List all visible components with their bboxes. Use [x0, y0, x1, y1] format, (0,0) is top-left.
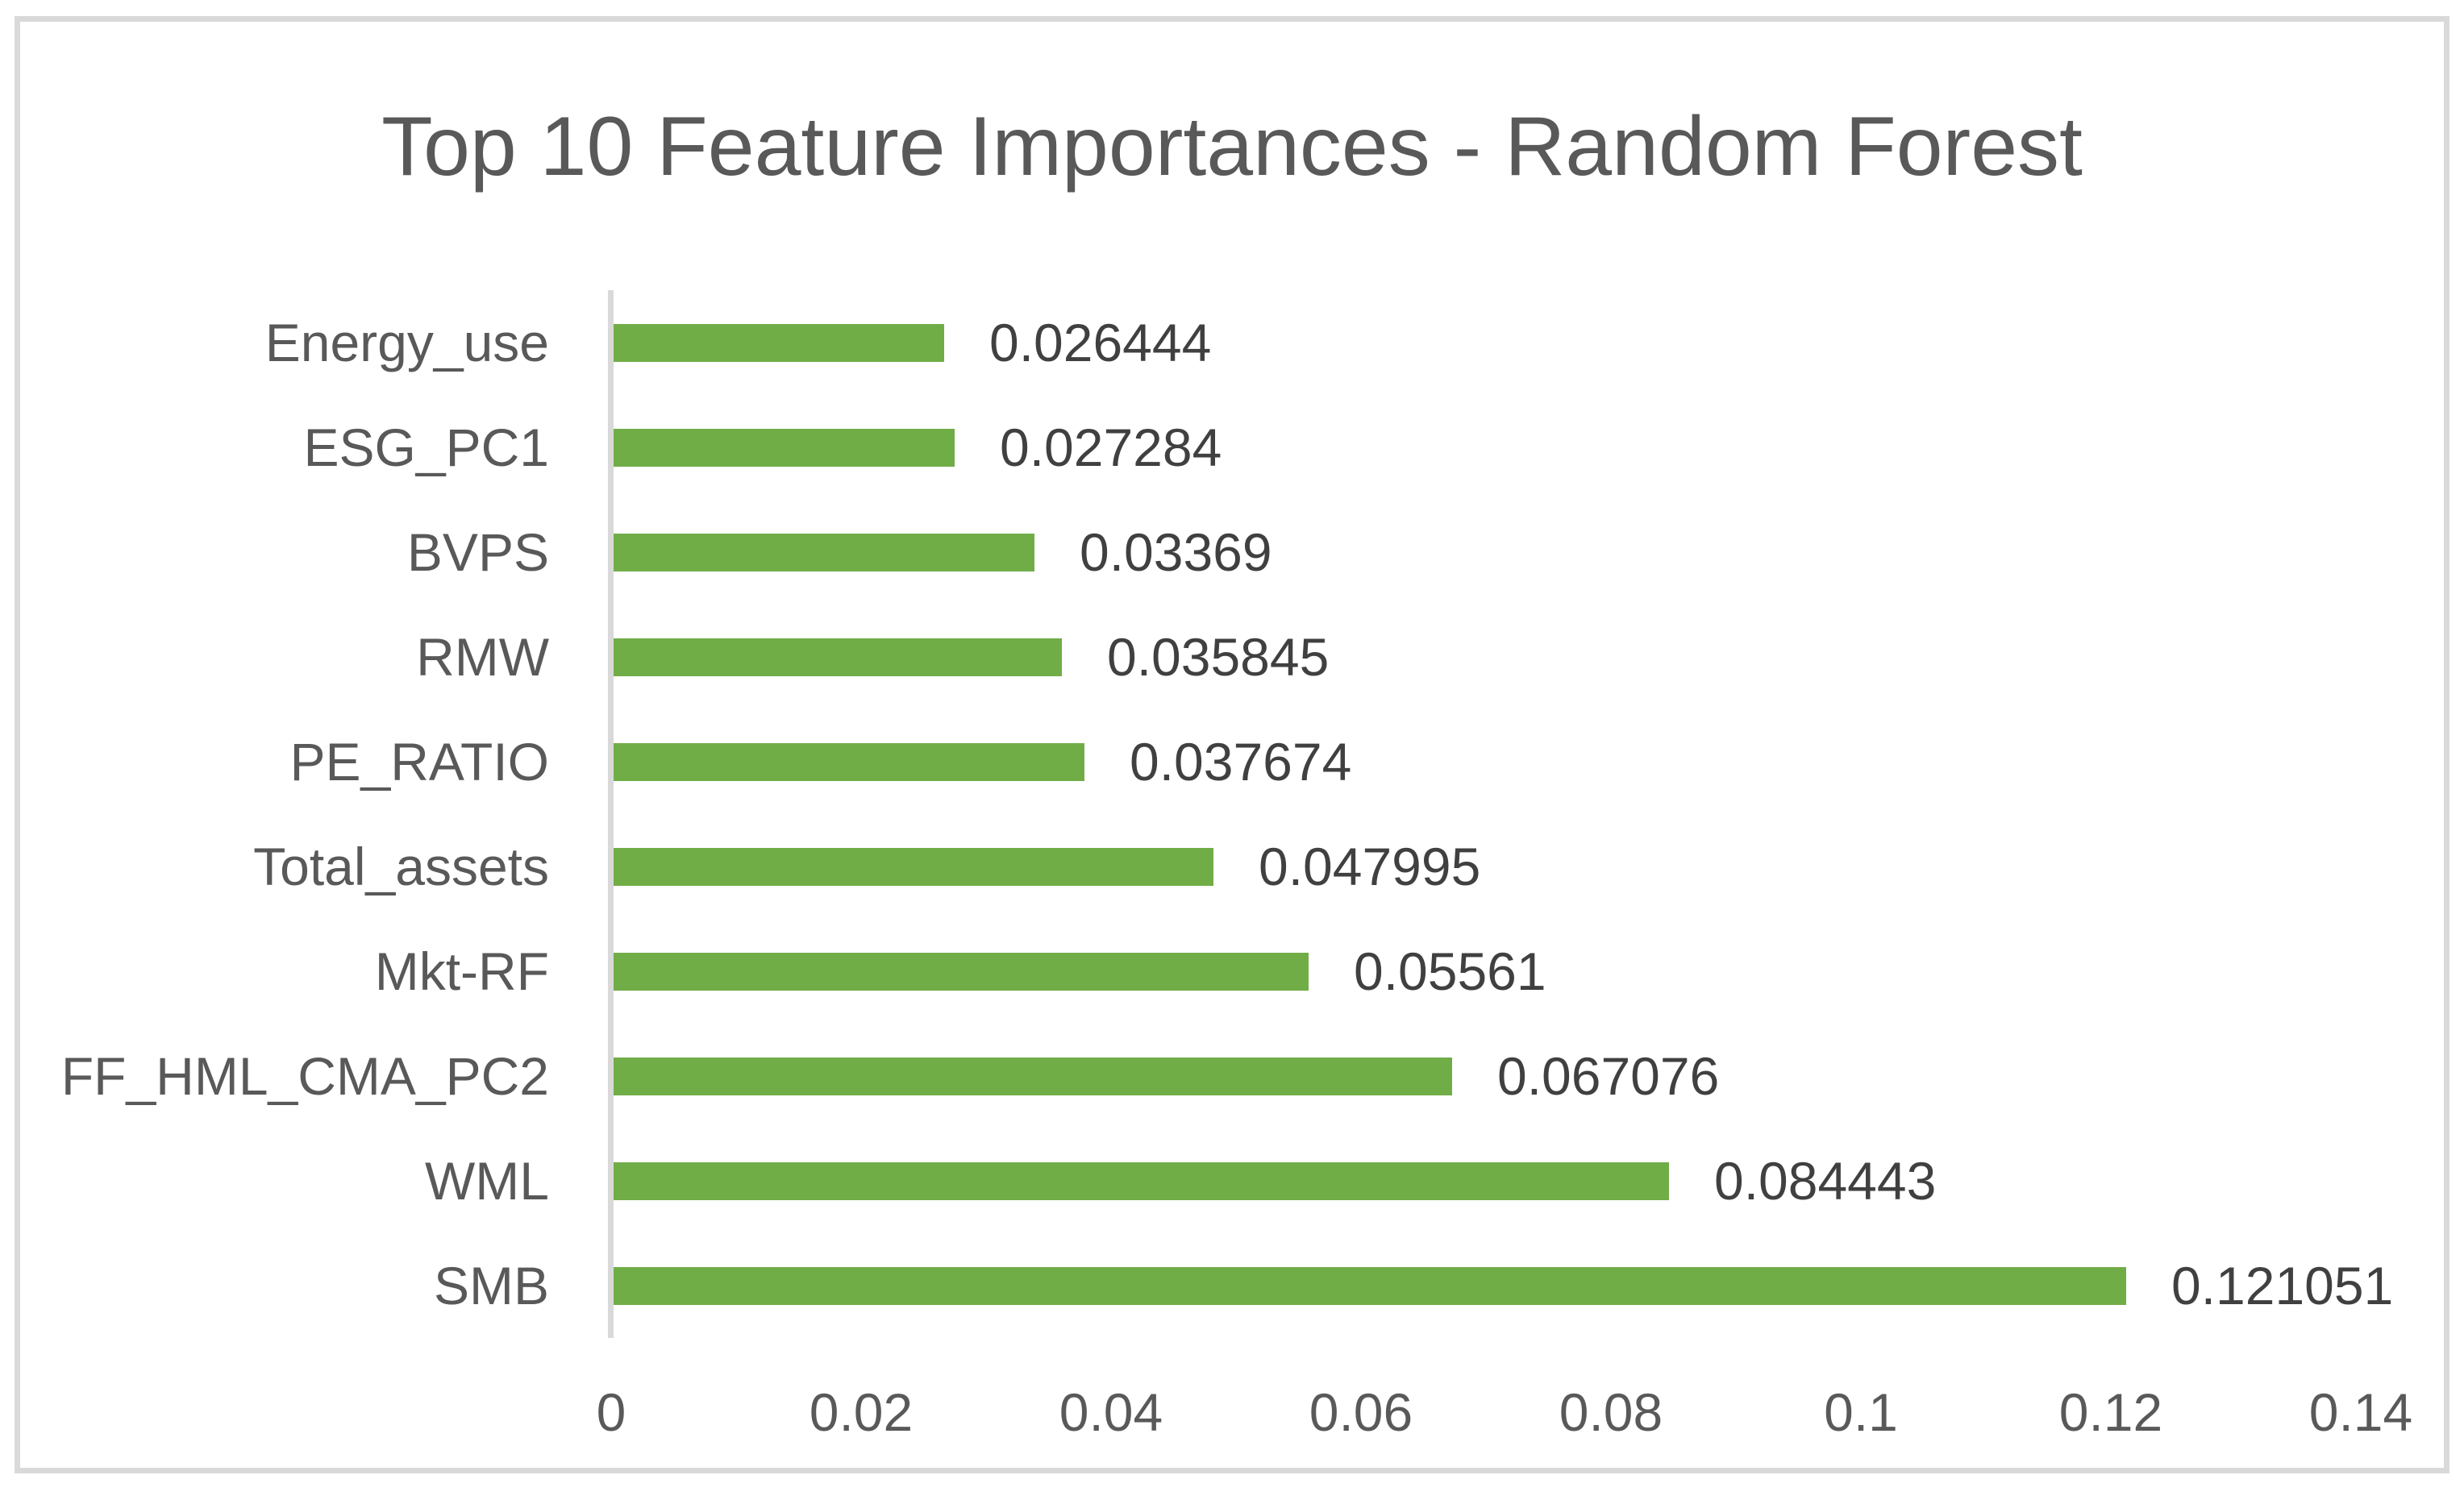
bar-row: SMB 0.121051 [20, 1233, 2444, 1338]
category-label: BVPS [406, 522, 549, 582]
bar [614, 638, 1062, 676]
bar-zone: 0.067076 [614, 1024, 2444, 1128]
x-tick-label: 0.1 [1824, 1382, 1898, 1442]
x-tick-label: 0.08 [1559, 1382, 1663, 1442]
bar-row: Total_assets 0.047995 [20, 814, 2444, 919]
bar-zone: 0.03369 [614, 500, 2444, 605]
bar-row: Mkt-RF 0.05561 [20, 919, 2444, 1024]
value-label: 0.05561 [1354, 941, 1546, 1001]
bar-zone: 0.084443 [614, 1128, 2444, 1233]
bar [614, 428, 955, 467]
category-label: Mkt-RF [374, 941, 549, 1001]
value-label: 0.026444 [989, 313, 1212, 372]
bar [614, 847, 1213, 886]
value-label: 0.035845 [1107, 627, 1330, 687]
category-label: RMW [416, 627, 549, 687]
category-label: WML [425, 1151, 549, 1211]
value-label: 0.027284 [1000, 418, 1222, 477]
bar [614, 1057, 1452, 1095]
value-label: 0.047995 [1259, 837, 1481, 896]
bar [614, 1266, 2126, 1305]
y-axis-line [608, 290, 614, 1338]
bar-row: PE_RATIO 0.037674 [20, 709, 2444, 814]
x-tick-label: 0 [596, 1382, 626, 1442]
bar [614, 323, 944, 362]
chart-frame: Top 10 Feature Importances - Random Fore… [15, 16, 2449, 1473]
category-label: FF_HML_CMA_PC2 [60, 1046, 549, 1106]
bar-row: BVPS 0.03369 [20, 500, 2444, 605]
value-label: 0.067076 [1497, 1046, 1720, 1106]
x-tick-label: 0.12 [2058, 1382, 2163, 1442]
bar [614, 1161, 1669, 1200]
value-label: 0.03369 [1080, 522, 1272, 582]
bar-zone: 0.047995 [614, 814, 2444, 919]
x-tick-label: 0.14 [2308, 1382, 2413, 1442]
bar-zone: 0.026444 [614, 290, 2444, 395]
value-label: 0.037674 [1130, 732, 1352, 792]
bar [614, 952, 1309, 991]
bar-zone: 0.035845 [614, 605, 2444, 709]
x-tick-label: 0.06 [1309, 1382, 1413, 1442]
x-axis: 0 0.02 0.04 0.06 0.08 0.1 0.12 0.14 [20, 1386, 2444, 1442]
value-label: 0.084443 [1714, 1151, 1937, 1211]
category-label: Total_assets [253, 837, 549, 896]
category-label: Energy_use [264, 313, 549, 372]
bar-zone: 0.121051 [614, 1233, 2444, 1338]
bar-row: FF_HML_CMA_PC2 0.067076 [20, 1024, 2444, 1128]
bar-row: RMW 0.035845 [20, 605, 2444, 709]
bar [614, 742, 1084, 781]
value-label: 0.121051 [2171, 1256, 2394, 1315]
x-tick-label: 0.02 [809, 1382, 914, 1442]
bar-row: Energy_use 0.026444 [20, 290, 2444, 395]
bar-zone: 0.05561 [614, 919, 2444, 1024]
category-label: PE_RATIO [289, 732, 549, 792]
category-label: SMB [433, 1256, 549, 1315]
bar-zone: 0.037674 [614, 709, 2444, 814]
bar [614, 533, 1034, 571]
chart-title: Top 10 Feature Importances - Random Fore… [381, 100, 2083, 193]
bar-zone: 0.027284 [614, 395, 2444, 500]
bar-row: WML 0.084443 [20, 1128, 2444, 1233]
x-tick-label: 0.04 [1059, 1382, 1163, 1442]
category-label: ESG_PC1 [303, 418, 549, 477]
plot-area: Energy_use 0.026444 ESG_PC1 0.027284 BVPS 0.0… [20, 290, 2444, 1338]
bar-row: ESG_PC1 0.027284 [20, 395, 2444, 500]
